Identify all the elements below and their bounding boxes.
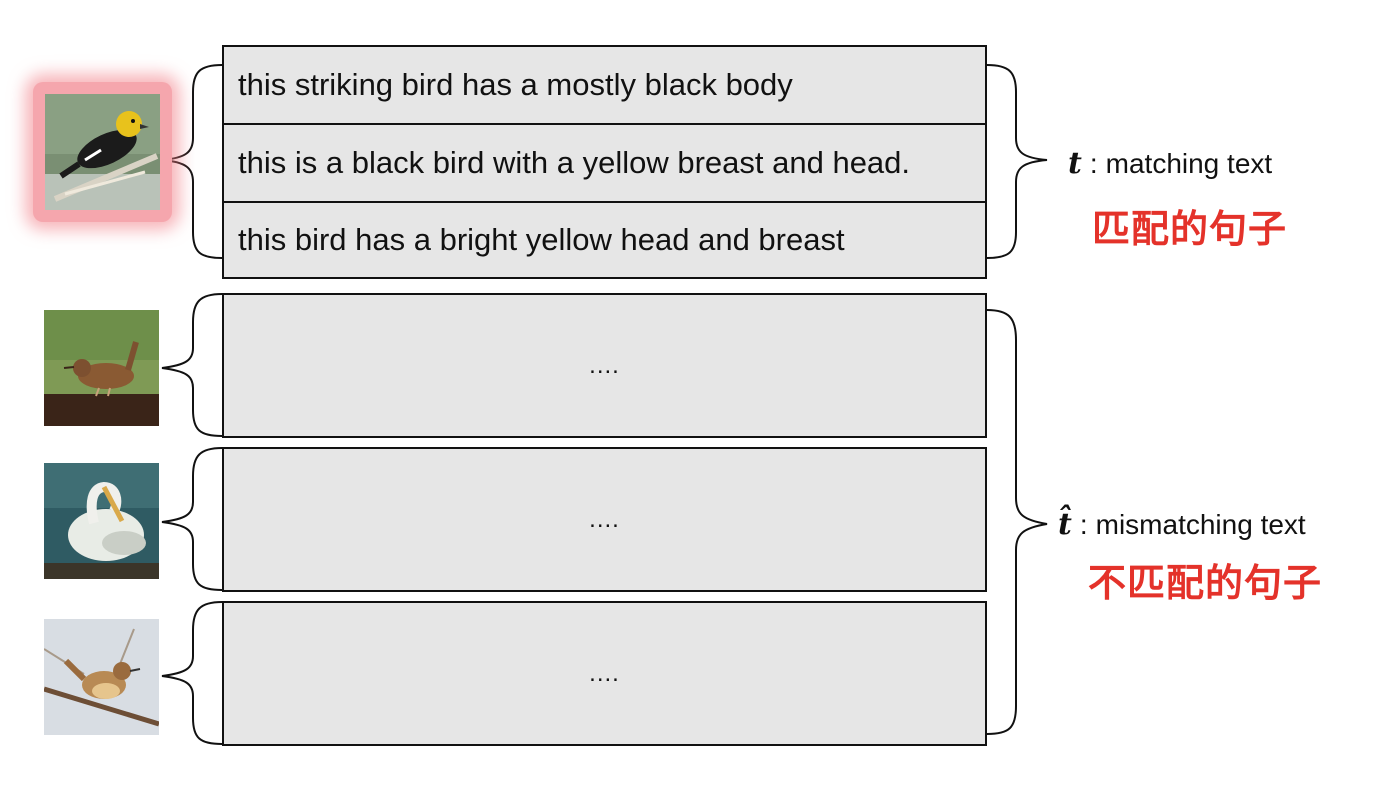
ellipsis-placeholder: ....: [589, 505, 620, 533]
wren-on-branch-photo: [44, 310, 159, 426]
caption-row: this is a black bird with a yellow breas…: [224, 123, 985, 201]
mismatching-caption-box: ....: [222, 293, 987, 438]
caption-row: this bird has a bright yellow head and b…: [224, 201, 985, 277]
matching-captions-box: this striking bird has a mostly black bo…: [222, 45, 987, 279]
matching-label-text: matching text: [1105, 148, 1273, 179]
ellipsis-placeholder: ....: [589, 659, 620, 687]
caption-text: this is a black bird with a yellow breas…: [238, 145, 911, 180]
mismatching-label: t̂ : mismatching text: [1058, 507, 1306, 542]
mismatching-caption-box: ....: [222, 447, 987, 592]
matching-label: t : matching text: [1068, 146, 1272, 181]
mismatching-chinese-label: 不匹配的句子: [1088, 561, 1323, 605]
matching-symbol: t: [1068, 146, 1082, 181]
right-brace-matching: [986, 64, 1048, 259]
caption-text: this bird has a bright yellow head and b…: [238, 222, 845, 257]
left-brace-group-3: [161, 447, 223, 591]
label-colon: :: [1089, 148, 1098, 179]
carolina-wren-photo: [44, 619, 159, 735]
left-brace-group-4: [161, 601, 223, 745]
right-brace-mismatching: [986, 309, 1048, 735]
matching-chinese-label: 匹配的句子: [1092, 207, 1288, 251]
left-brace-group-2: [161, 293, 223, 437]
caption-text: this striking bird has a mostly black bo…: [238, 67, 793, 102]
mismatching-caption-box: ....: [222, 601, 987, 746]
label-colon: :: [1079, 509, 1088, 540]
ellipsis-placeholder: ....: [589, 351, 620, 379]
mismatching-label-text: mismatching text: [1095, 509, 1306, 540]
mismatching-symbol: t̂: [1058, 507, 1072, 542]
pelican-photo: [44, 463, 159, 579]
yellow-headed-blackbird-photo: [45, 94, 160, 210]
caption-row: this striking bird has a mostly black bo…: [224, 47, 985, 123]
